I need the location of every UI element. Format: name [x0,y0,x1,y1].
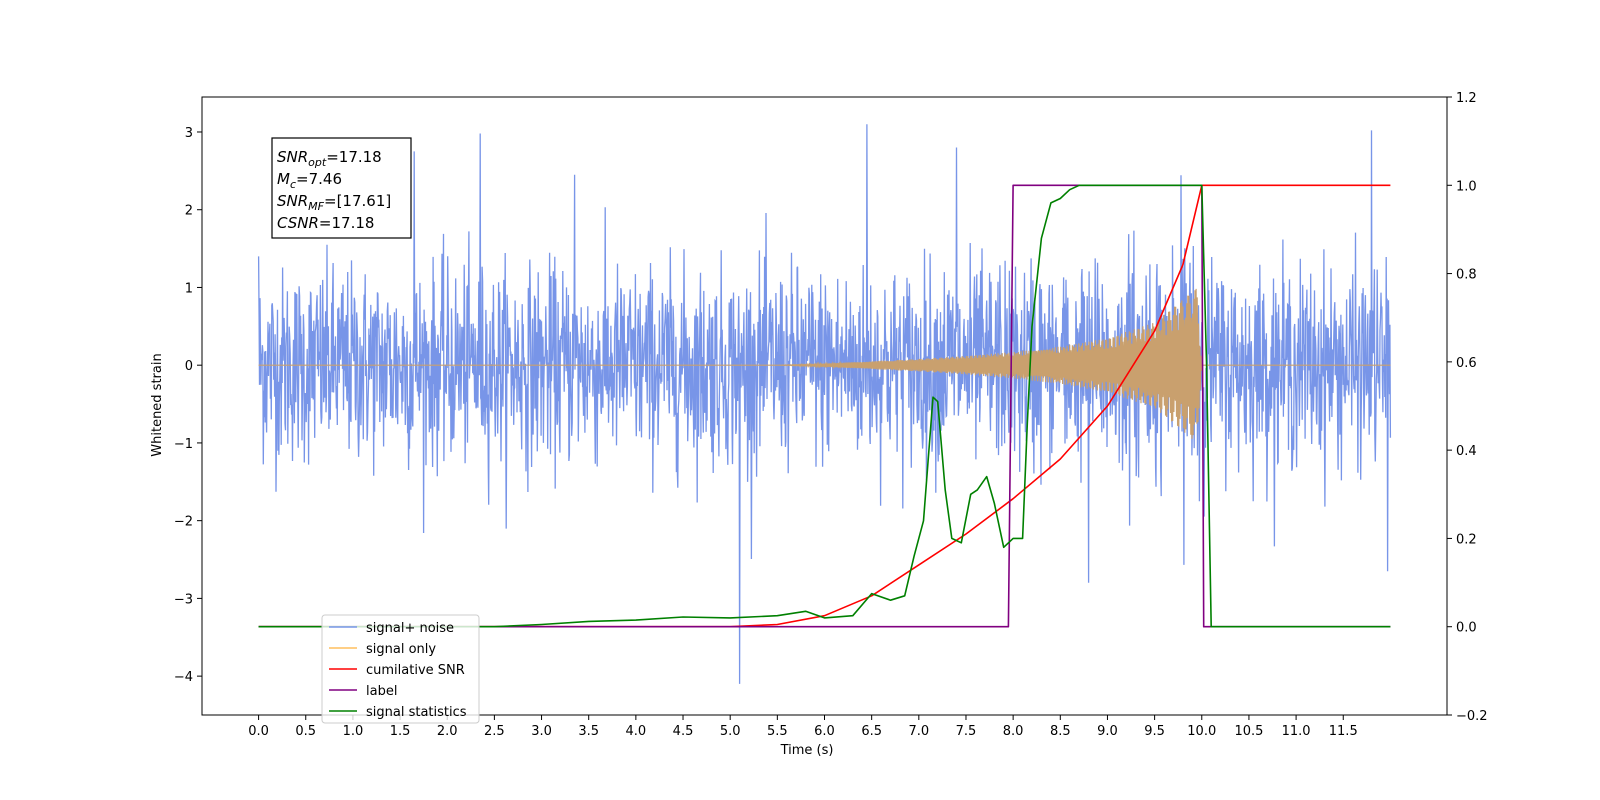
y-tick-label: −1 [174,437,193,452]
legend-label: signal+ noise [366,621,454,636]
x-tick-label: 8.5 [1050,724,1071,739]
annotation-line: CSNR=17.18 [277,214,374,232]
legend-label: signal only [366,642,436,657]
y2-tick-label: 0.2 [1456,532,1477,547]
x-tick-label: 0.5 [295,724,316,739]
x-tick-label: 5.0 [720,724,741,739]
y-tick-label: −3 [174,592,193,607]
x-tick-label: 5.5 [767,724,788,739]
x-tick-label: 11.0 [1282,724,1311,739]
x-tick-label: 3.0 [531,724,552,739]
y2-tick-label: 1.2 [1456,91,1477,106]
x-tick-label: 3.5 [578,724,599,739]
plot-area [257,124,1392,684]
x-tick-label: 9.5 [1144,724,1165,739]
x-tick-label: 7.0 [908,724,929,739]
x-tick-label: 1.5 [390,724,411,739]
x-tick-label: 8.0 [1003,724,1024,739]
series-signal-statistics [258,184,1391,628]
axes: 0.0 0.5 1.0 1.5 2.0 2.5 3.0 3.5 4.0 4.5 5.0 5.5 6.0 6… [174,91,1488,739]
legend-label: label [366,684,397,699]
y2-tick-label: 0.8 [1456,268,1477,283]
x-tick-label: 1.0 [343,724,364,739]
legend-frame [321,614,480,724]
annotation-line: SNRMF=[17.61] [277,192,391,213]
x-tick-label: 4.0 [626,724,647,739]
x-tick-label: 10.0 [1187,724,1216,739]
x-tick-label: 6.5 [861,724,882,739]
x-tick-label: 7.5 [956,724,977,739]
legend: signal+ noise signal only cumilative SNR la… [321,614,480,724]
x-tick-label: 0.0 [248,724,269,739]
annotation-frame [271,137,412,239]
y2-tick-label: 0.4 [1456,444,1477,459]
y-tick-label: 1 [185,281,193,296]
x-tick-label: 6.0 [814,724,835,739]
x-axis-label: Time (s) [780,743,834,758]
x-tick-label: 11.5 [1329,724,1358,739]
series-signal-noise [257,124,1392,684]
series-cumilative-snr [258,184,1391,628]
y-tick-label: 3 [185,126,193,141]
legend-label: signal statistics [366,705,467,720]
annotation-box: SNRopt=17.18Mc=7.46SNRMF=[17.61]CSNR=17.… [271,137,412,239]
y-tick-label: −4 [174,670,193,685]
x-tick-label: 2.0 [437,724,458,739]
y-tick-label: −2 [174,515,193,530]
x-tick-label: 4.5 [673,724,694,739]
y-tick-label: 2 [185,204,193,219]
y-tick-label: 0 [185,359,193,374]
annotation-line: SNRopt=17.18 [277,148,382,169]
annotation-line: Mc=7.46 [277,170,342,191]
y2-tick-label: −0.2 [1456,709,1488,724]
y2-tick-label: 1.0 [1456,179,1477,194]
legend-label: cumilative SNR [366,663,465,678]
y2-tick-label: 0.6 [1456,356,1477,371]
x-tick-label: 9.0 [1097,724,1118,739]
y-axis-label: Whitened strain [150,353,165,456]
y2-tick-label: 0.0 [1456,621,1477,636]
x-tick-label: 2.5 [484,724,505,739]
x-tick-label: 10.5 [1234,724,1263,739]
